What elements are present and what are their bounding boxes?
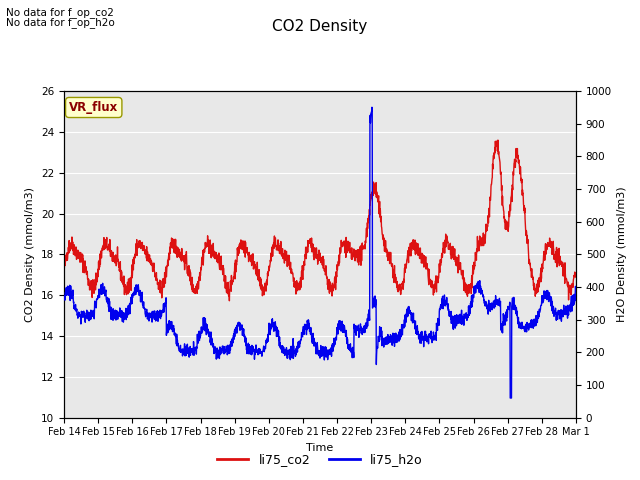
X-axis label: Time: Time (307, 443, 333, 453)
Y-axis label: CO2 Density (mmol/m3): CO2 Density (mmol/m3) (26, 187, 35, 322)
Y-axis label: H2O Density (mmol/m3): H2O Density (mmol/m3) (618, 187, 627, 322)
Text: No data for f_op_co2: No data for f_op_co2 (6, 7, 115, 18)
Text: No data for f_op_h2o: No data for f_op_h2o (6, 17, 115, 28)
Legend: li75_co2, li75_h2o: li75_co2, li75_h2o (212, 448, 428, 471)
Text: CO2 Density: CO2 Density (273, 19, 367, 34)
Text: VR_flux: VR_flux (69, 101, 118, 114)
